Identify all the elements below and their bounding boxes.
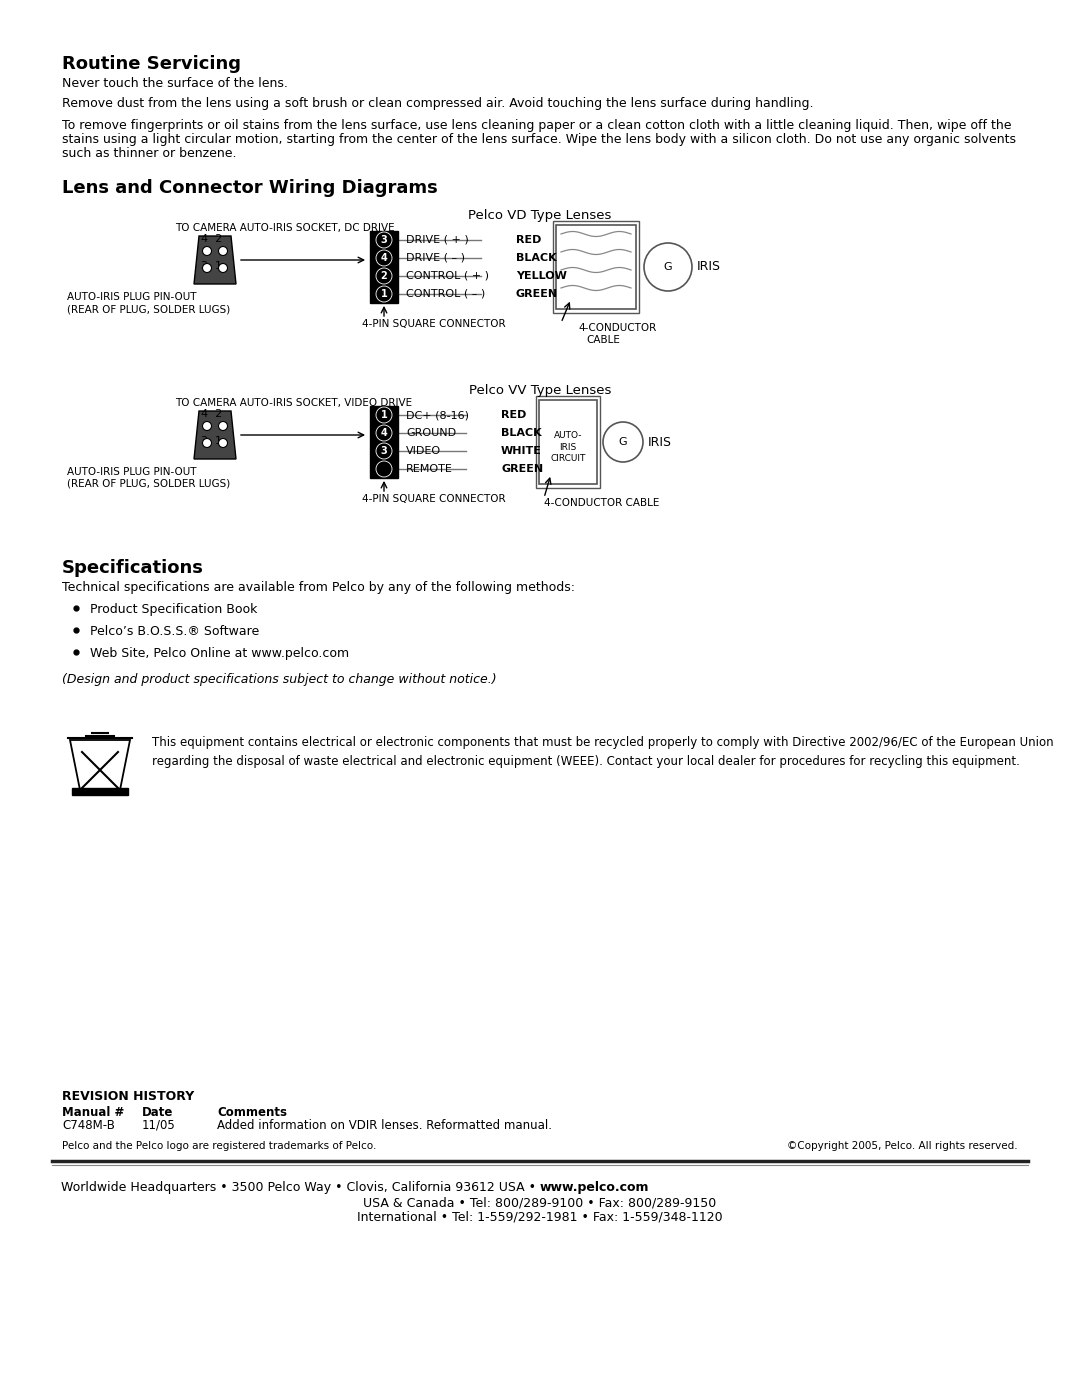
Text: www.pelco.com: www.pelco.com (540, 1180, 649, 1194)
Text: 4: 4 (380, 427, 388, 439)
Circle shape (376, 407, 392, 423)
Text: DC+ (8-16): DC+ (8-16) (406, 409, 469, 420)
Text: Lens and Connector Wiring Diagrams: Lens and Connector Wiring Diagrams (62, 179, 437, 197)
Text: International • Tel: 1-559/292-1981 • Fax: 1-559/348-1120: International • Tel: 1-559/292-1981 • Fa… (357, 1211, 723, 1224)
Text: such as thinner or benzene.: such as thinner or benzene. (62, 147, 237, 161)
Bar (536, 395, 600, 488)
Text: ©Copyright 2005, Pelco. All rights reserved.: ©Copyright 2005, Pelco. All rights reser… (787, 1141, 1018, 1151)
Circle shape (644, 243, 692, 291)
Text: 3: 3 (380, 235, 388, 244)
Text: 4-PIN SQUARE CONNECTOR: 4-PIN SQUARE CONNECTOR (362, 495, 505, 504)
Text: GREEN: GREEN (516, 289, 558, 299)
Circle shape (218, 246, 228, 256)
Circle shape (218, 264, 228, 272)
Text: YELLOW: YELLOW (516, 271, 567, 281)
Circle shape (203, 264, 212, 272)
Text: To remove fingerprints or oil stains from the lens surface, use lens cleaning pa: To remove fingerprints or oil stains fro… (62, 119, 1012, 131)
Text: AUTO-
IRIS
CIRCUIT: AUTO- IRIS CIRCUIT (551, 430, 585, 464)
Text: IRIS: IRIS (697, 260, 721, 274)
Bar (539, 400, 597, 483)
Text: Specifications: Specifications (62, 559, 204, 577)
Text: IRIS: IRIS (648, 436, 672, 448)
Circle shape (376, 425, 392, 441)
Text: 4: 4 (380, 253, 388, 263)
Text: CONTROL ( – ): CONTROL ( – ) (406, 289, 485, 299)
Text: G: G (664, 263, 673, 272)
Circle shape (376, 232, 392, 249)
Text: GROUND: GROUND (406, 427, 456, 439)
Text: (Design and product specifications subject to change without notice.): (Design and product specifications subje… (62, 673, 497, 686)
Text: Pelco and the Pelco logo are registered trademarks of Pelco.: Pelco and the Pelco logo are registered … (62, 1141, 376, 1151)
Circle shape (203, 439, 212, 447)
Text: This equipment contains electrical or electronic components that must be recycle: This equipment contains electrical or el… (152, 736, 1054, 767)
Text: Pelco VV Type Lenses: Pelco VV Type Lenses (469, 384, 611, 397)
Text: TO CAMERA AUTO-IRIS SOCKET, VIDEO DRIVE: TO CAMERA AUTO-IRIS SOCKET, VIDEO DRIVE (175, 398, 413, 408)
Polygon shape (194, 236, 237, 284)
Bar (556, 225, 636, 309)
Text: 4  2: 4 2 (201, 409, 222, 419)
Text: TO CAMERA AUTO-IRIS SOCKET, DC DRIVE: TO CAMERA AUTO-IRIS SOCKET, DC DRIVE (175, 224, 394, 233)
Text: 4-CONDUCTOR: 4-CONDUCTOR (578, 323, 657, 332)
Text: 11/05: 11/05 (141, 1119, 176, 1132)
Text: CABLE: CABLE (586, 335, 620, 345)
Circle shape (218, 422, 228, 430)
Text: Remove dust from the lens using a soft brush or clean compressed air. Avoid touc: Remove dust from the lens using a soft b… (62, 96, 813, 110)
Text: Added information on VDIR lenses. Reformatted manual.: Added information on VDIR lenses. Reform… (217, 1119, 552, 1132)
Bar (370, 407, 399, 478)
Text: REMOTE: REMOTE (406, 464, 453, 474)
Text: Technical specifications are available from Pelco by any of the following method: Technical specifications are available f… (62, 581, 575, 594)
Circle shape (376, 286, 392, 302)
Text: 3: 3 (380, 446, 388, 455)
Text: Date: Date (141, 1106, 174, 1119)
Text: VIDEO: VIDEO (406, 446, 441, 455)
Text: Pelco VD Type Lenses: Pelco VD Type Lenses (469, 210, 611, 222)
Text: (REAR OF PLUG, SOLDER LUGS): (REAR OF PLUG, SOLDER LUGS) (67, 305, 230, 314)
Text: Never touch the surface of the lens.: Never touch the surface of the lens. (62, 77, 288, 89)
Text: Pelco’s B.O.S.S.® Software: Pelco’s B.O.S.S.® Software (90, 624, 259, 638)
Text: DRIVE ( – ): DRIVE ( – ) (406, 253, 465, 263)
Bar (553, 221, 639, 313)
Text: stains using a light circular motion, starting from the center of the lens surfa: stains using a light circular motion, st… (62, 133, 1016, 147)
Text: 4-PIN SQUARE CONNECTOR: 4-PIN SQUARE CONNECTOR (362, 319, 505, 330)
Text: DRIVE ( + ): DRIVE ( + ) (406, 235, 469, 244)
Text: RED: RED (501, 409, 526, 420)
Text: Comments: Comments (217, 1106, 287, 1119)
Circle shape (376, 268, 392, 284)
Text: REVISION HISTORY: REVISION HISTORY (62, 1090, 194, 1104)
Circle shape (376, 461, 392, 476)
Text: AUTO-IRIS PLUG PIN-OUT: AUTO-IRIS PLUG PIN-OUT (67, 467, 197, 476)
Text: Web Site, Pelco Online at www.pelco.com: Web Site, Pelco Online at www.pelco.com (90, 647, 349, 659)
Text: CONTROL ( + ): CONTROL ( + ) (406, 271, 489, 281)
Text: GREEN: GREEN (501, 464, 543, 474)
Circle shape (376, 443, 392, 460)
Bar (72, 788, 129, 795)
Circle shape (218, 439, 228, 447)
Circle shape (203, 246, 212, 256)
Text: BLACK: BLACK (501, 427, 542, 439)
Text: C748M-B: C748M-B (62, 1119, 114, 1132)
Text: 1: 1 (380, 289, 388, 299)
Polygon shape (194, 411, 237, 460)
Text: WHITE: WHITE (501, 446, 542, 455)
Text: Routine Servicing: Routine Servicing (62, 54, 241, 73)
Text: Worldwide Headquarters • 3500 Pelco Way • Clovis, California 93612 USA •: Worldwide Headquarters • 3500 Pelco Way … (60, 1180, 540, 1194)
Text: 2: 2 (380, 271, 388, 281)
Text: 3  1: 3 1 (201, 261, 222, 271)
Circle shape (376, 250, 392, 265)
Text: BLACK: BLACK (516, 253, 556, 263)
Circle shape (603, 422, 643, 462)
Text: Manual #: Manual # (62, 1106, 124, 1119)
Text: USA & Canada • Tel: 800/289-9100 • Fax: 800/289-9150: USA & Canada • Tel: 800/289-9100 • Fax: … (363, 1196, 717, 1208)
Bar (370, 231, 399, 303)
Text: (REAR OF PLUG, SOLDER LUGS): (REAR OF PLUG, SOLDER LUGS) (67, 479, 230, 489)
Text: 1: 1 (380, 409, 388, 420)
Circle shape (203, 422, 212, 430)
Text: G: G (619, 437, 627, 447)
Text: 3  1: 3 1 (201, 436, 222, 446)
Text: Product Specification Book: Product Specification Book (90, 604, 257, 616)
Text: 4-CONDUCTOR CABLE: 4-CONDUCTOR CABLE (544, 497, 660, 509)
Text: 4  2: 4 2 (201, 235, 222, 244)
Text: AUTO-IRIS PLUG PIN-OUT: AUTO-IRIS PLUG PIN-OUT (67, 292, 197, 302)
Text: RED: RED (516, 235, 541, 244)
